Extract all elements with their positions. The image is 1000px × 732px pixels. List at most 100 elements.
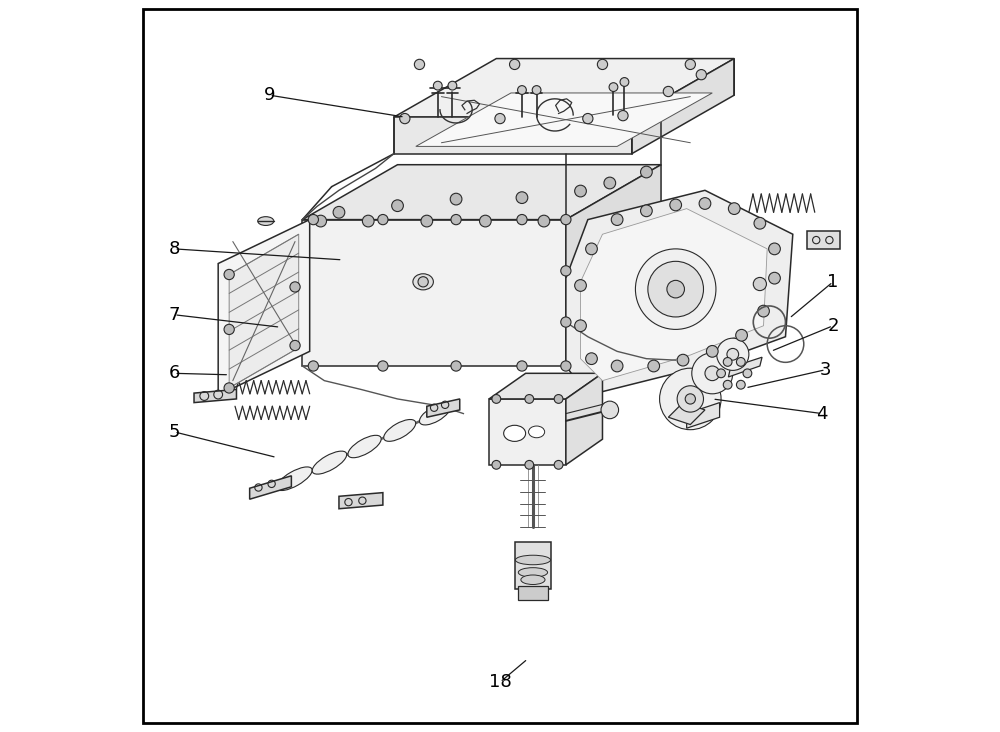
Circle shape [525, 395, 534, 403]
Circle shape [518, 86, 526, 94]
Ellipse shape [258, 217, 274, 225]
Circle shape [601, 401, 619, 419]
Circle shape [717, 338, 749, 370]
Circle shape [699, 198, 711, 209]
Polygon shape [566, 190, 793, 395]
Circle shape [743, 369, 752, 378]
Circle shape [400, 113, 410, 124]
Polygon shape [416, 93, 712, 146]
Circle shape [480, 215, 491, 227]
Polygon shape [394, 59, 734, 117]
Circle shape [609, 83, 618, 92]
Circle shape [378, 361, 388, 371]
Polygon shape [250, 476, 291, 499]
Polygon shape [518, 586, 548, 600]
Ellipse shape [419, 403, 450, 425]
Polygon shape [515, 542, 551, 589]
Circle shape [561, 214, 571, 225]
Circle shape [586, 243, 597, 255]
Circle shape [561, 266, 571, 276]
Circle shape [769, 272, 780, 284]
Circle shape [705, 366, 720, 381]
Circle shape [308, 214, 318, 225]
Circle shape [554, 395, 563, 403]
Circle shape [308, 361, 318, 371]
Ellipse shape [518, 568, 548, 577]
Circle shape [769, 243, 780, 255]
Circle shape [517, 214, 527, 225]
Circle shape [648, 360, 660, 372]
Polygon shape [302, 220, 566, 366]
Circle shape [663, 86, 673, 97]
Circle shape [575, 320, 586, 332]
Circle shape [492, 460, 501, 469]
Circle shape [418, 277, 428, 287]
Circle shape [717, 369, 725, 378]
Circle shape [618, 111, 628, 121]
Circle shape [448, 81, 457, 90]
Circle shape [727, 348, 739, 360]
Circle shape [492, 395, 501, 403]
Polygon shape [807, 231, 840, 249]
Circle shape [758, 305, 769, 317]
Circle shape [538, 215, 550, 227]
Circle shape [728, 203, 740, 214]
Circle shape [451, 214, 461, 225]
Text: 3: 3 [820, 361, 831, 378]
Circle shape [685, 394, 695, 404]
Text: 2: 2 [827, 317, 839, 335]
Circle shape [421, 215, 433, 227]
Polygon shape [302, 165, 661, 220]
Circle shape [561, 361, 571, 371]
Ellipse shape [504, 425, 526, 441]
Text: 6: 6 [169, 365, 180, 382]
Polygon shape [581, 209, 767, 381]
Circle shape [532, 86, 541, 94]
Circle shape [525, 460, 534, 469]
Circle shape [597, 59, 608, 70]
Circle shape [315, 215, 327, 227]
Text: 9: 9 [264, 86, 275, 104]
Circle shape [635, 249, 716, 329]
Ellipse shape [384, 419, 416, 441]
Circle shape [586, 353, 597, 365]
Circle shape [753, 277, 766, 291]
Circle shape [641, 166, 652, 178]
Circle shape [290, 340, 300, 351]
Ellipse shape [515, 555, 551, 565]
Circle shape [723, 357, 732, 366]
Circle shape [392, 200, 403, 212]
Polygon shape [229, 234, 299, 388]
Circle shape [583, 113, 593, 124]
Polygon shape [339, 493, 383, 509]
Circle shape [517, 361, 527, 371]
Polygon shape [566, 373, 602, 465]
Circle shape [670, 199, 682, 211]
Ellipse shape [413, 274, 433, 290]
Ellipse shape [276, 467, 312, 490]
Circle shape [510, 59, 520, 70]
Circle shape [451, 361, 461, 371]
Text: 8: 8 [169, 240, 180, 258]
Circle shape [696, 70, 706, 80]
Text: 7: 7 [169, 306, 180, 324]
Circle shape [333, 206, 345, 218]
Circle shape [224, 269, 234, 280]
Polygon shape [427, 399, 460, 417]
Polygon shape [728, 357, 762, 377]
Polygon shape [632, 59, 734, 154]
Text: 18: 18 [489, 673, 511, 691]
Circle shape [378, 214, 388, 225]
Circle shape [224, 324, 234, 335]
Circle shape [660, 368, 721, 430]
Circle shape [575, 185, 586, 197]
Circle shape [495, 113, 505, 124]
Circle shape [667, 280, 684, 298]
Text: 4: 4 [816, 405, 828, 422]
Text: 5: 5 [169, 423, 180, 441]
Circle shape [723, 381, 732, 389]
Polygon shape [218, 220, 310, 395]
Ellipse shape [348, 436, 381, 458]
Circle shape [620, 78, 629, 86]
Circle shape [554, 460, 563, 469]
